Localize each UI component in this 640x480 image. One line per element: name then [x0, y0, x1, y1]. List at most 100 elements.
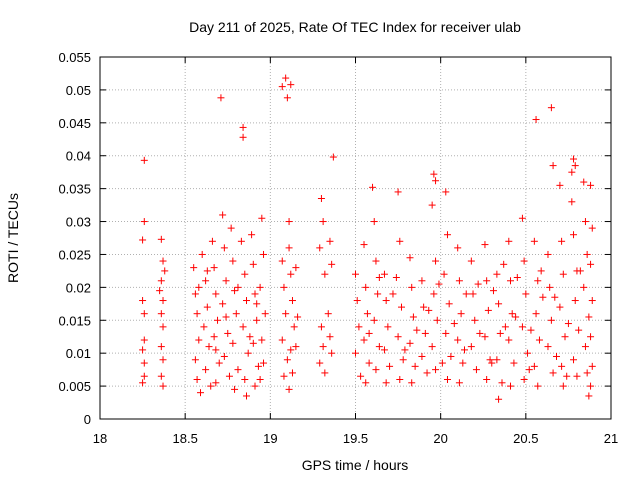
data-point [288, 297, 296, 305]
data-point [375, 343, 383, 351]
data-point [510, 359, 518, 367]
data-point [508, 310, 516, 318]
x-tick-label: 18 [93, 431, 107, 446]
data-point [352, 349, 359, 357]
data-point [256, 376, 264, 384]
data-point [157, 235, 165, 243]
data-point [253, 300, 261, 308]
data-point [203, 267, 211, 275]
data-point [467, 343, 475, 351]
data-point [353, 297, 361, 305]
y-tick-label: 0.045 [58, 116, 91, 131]
data-point [207, 382, 215, 390]
data-point [587, 382, 595, 390]
data-point [583, 369, 591, 377]
data-point [198, 250, 206, 258]
data-point [443, 376, 451, 384]
data-point [455, 379, 463, 387]
data-point [570, 231, 578, 239]
data-point [241, 376, 249, 384]
data-point [234, 366, 242, 374]
data-point [532, 310, 540, 318]
data-point [191, 356, 199, 364]
data-point [530, 362, 538, 370]
data-point [459, 359, 467, 367]
data-point [570, 356, 578, 364]
data-point [413, 326, 421, 334]
data-point [581, 343, 589, 351]
data-point [564, 320, 572, 328]
data-point [382, 297, 390, 305]
data-point [587, 181, 595, 189]
data-point [219, 300, 227, 308]
data-point [140, 218, 148, 226]
data-point [409, 313, 417, 321]
data-point [251, 382, 259, 390]
data-point [476, 329, 484, 337]
data-point [585, 392, 593, 400]
data-point [518, 323, 526, 331]
data-point [498, 379, 506, 387]
data-point [535, 336, 543, 344]
y-tick-label: 0.035 [58, 182, 91, 197]
data-point [283, 94, 291, 102]
data-point [157, 343, 165, 351]
data-point [261, 310, 269, 318]
data-point [321, 270, 329, 278]
data-point [195, 283, 203, 291]
data-point [520, 376, 528, 384]
data-point [488, 359, 496, 367]
data-point [260, 250, 268, 258]
data-point [220, 352, 228, 360]
data-point [433, 316, 441, 324]
data-point [369, 183, 377, 191]
data-point [139, 379, 147, 387]
data-point [493, 356, 501, 364]
data-point [454, 244, 462, 252]
data-point [316, 359, 324, 367]
data-point [411, 362, 419, 370]
data-point [447, 352, 455, 360]
data-point [461, 346, 469, 354]
data-point [239, 123, 247, 131]
data-point [501, 323, 509, 331]
data-point [217, 94, 225, 102]
data-point [248, 231, 256, 239]
data-point [195, 336, 203, 344]
data-point [287, 270, 295, 278]
data-point [282, 74, 290, 82]
data-point [559, 270, 567, 278]
data-point [283, 356, 291, 364]
data-point [520, 257, 528, 265]
data-point [242, 297, 250, 305]
data-point [219, 211, 227, 219]
data-point [495, 300, 503, 308]
data-point [214, 316, 222, 324]
data-point [558, 237, 566, 245]
data-point [583, 250, 591, 258]
data-point [210, 264, 218, 272]
data-point [196, 389, 204, 397]
data-point [546, 283, 554, 291]
data-point [222, 313, 230, 321]
data-point [507, 382, 515, 390]
x-axis-label: GPS time / hours [302, 457, 409, 473]
x-tick-label: 19.5 [343, 431, 368, 446]
data-point [242, 392, 250, 400]
data-point [457, 310, 465, 318]
data-point [455, 277, 463, 285]
data-point [326, 333, 334, 341]
data-point [559, 382, 567, 390]
data-point [588, 224, 596, 232]
data-point [386, 362, 394, 370]
data-point [231, 287, 239, 295]
data-point [428, 201, 436, 209]
data-point [575, 326, 583, 334]
axis-ticks [99, 56, 612, 420]
data-point [440, 270, 448, 278]
data-point [244, 349, 252, 357]
data-point [258, 214, 266, 222]
data-point [435, 280, 443, 288]
data-point [408, 379, 416, 387]
data-point [450, 320, 458, 328]
